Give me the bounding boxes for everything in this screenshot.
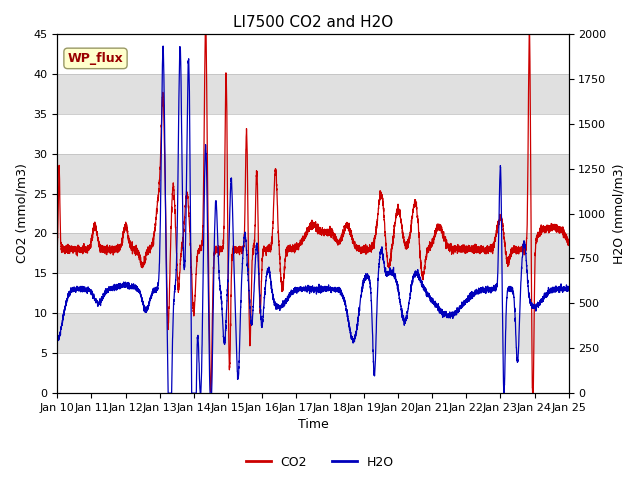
Y-axis label: CO2 (mmol/m3): CO2 (mmol/m3) [15, 164, 28, 264]
X-axis label: Time: Time [298, 419, 328, 432]
Bar [58, 233, 568, 274]
Bar [58, 154, 568, 193]
Bar [58, 313, 568, 353]
Bar [58, 74, 568, 114]
Legend: CO2, H2O: CO2, H2O [241, 451, 399, 474]
Title: LI7500 CO2 and H2O: LI7500 CO2 and H2O [233, 15, 393, 30]
Text: WP_flux: WP_flux [68, 52, 124, 65]
Y-axis label: H2O (mmol/m3): H2O (mmol/m3) [612, 163, 625, 264]
